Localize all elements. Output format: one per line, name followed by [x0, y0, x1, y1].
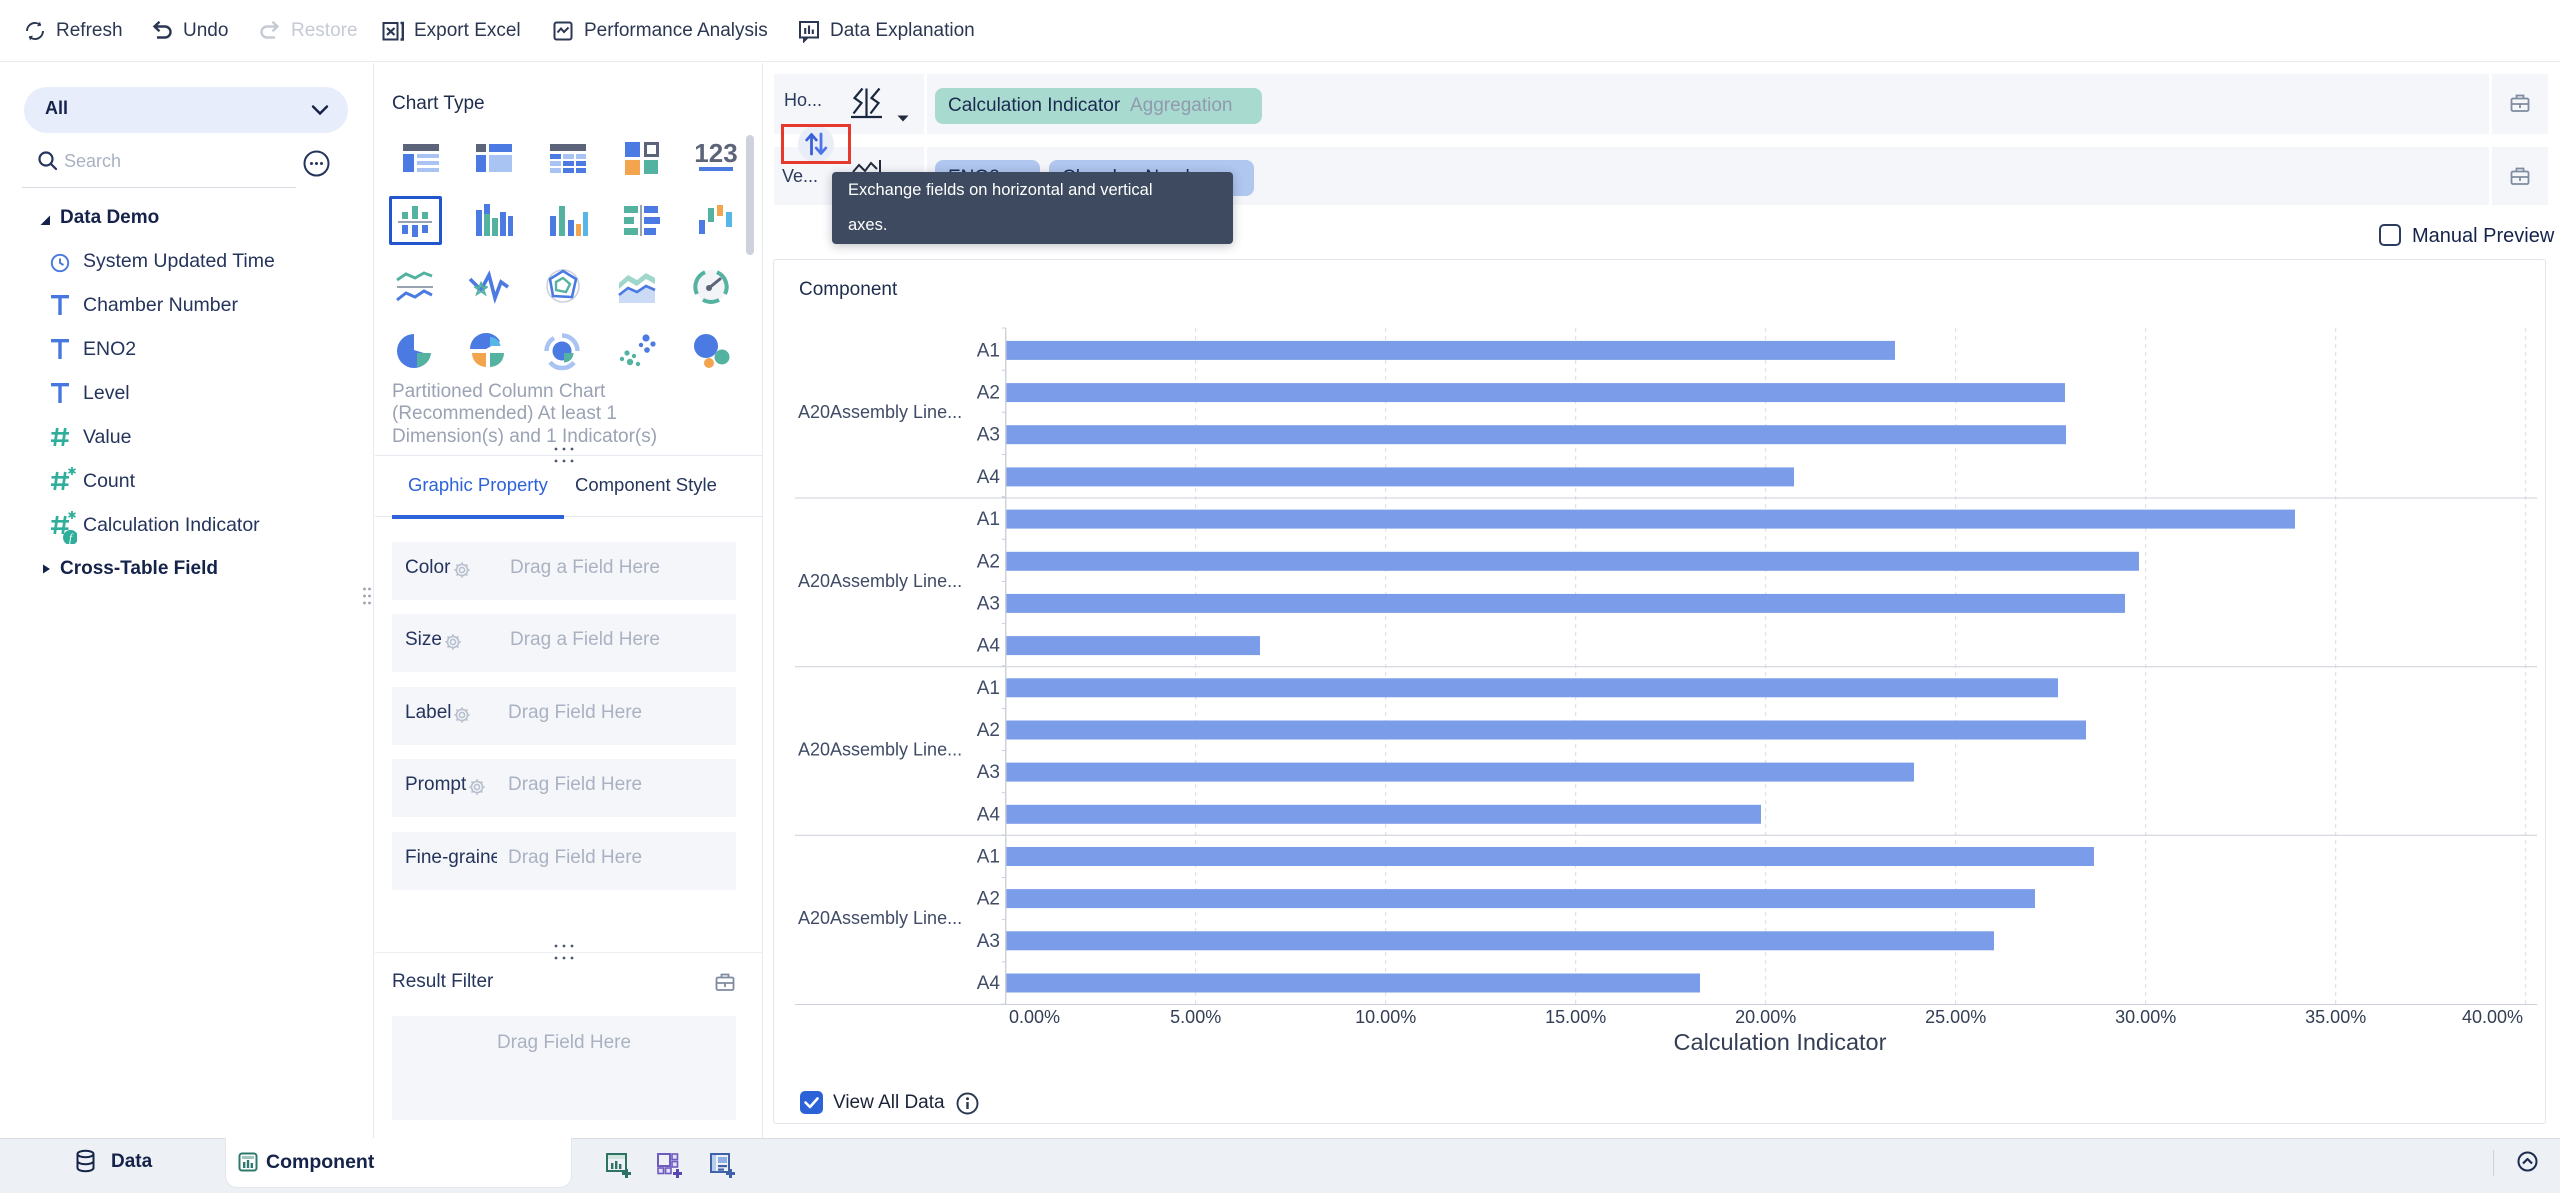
svg-text:15.00%: 15.00%	[1545, 1007, 1606, 1027]
svg-text:5.00%: 5.00%	[1170, 1007, 1221, 1027]
svg-text:25.00%: 25.00%	[1925, 1007, 1986, 1027]
svg-text:A3: A3	[977, 762, 1000, 783]
svg-text:A20Assembly Line...: A20Assembly Line...	[798, 908, 962, 928]
svg-text:20.00%: 20.00%	[1735, 1007, 1796, 1027]
svg-text:A1: A1	[977, 847, 1000, 868]
svg-text:A1: A1	[977, 340, 1000, 361]
svg-text:A20Assembly Line...: A20Assembly Line...	[798, 740, 962, 760]
svg-text:A2: A2	[977, 889, 1000, 910]
svg-text:A4: A4	[977, 973, 1001, 994]
svg-text:A1: A1	[977, 509, 1000, 530]
svg-text:A4: A4	[977, 804, 1001, 825]
svg-text:A2: A2	[977, 720, 1000, 741]
svg-text:123: 123	[694, 138, 737, 168]
svg-text:A2: A2	[977, 551, 1000, 572]
svg-text:A1: A1	[977, 678, 1000, 699]
svg-text:f: f	[69, 532, 74, 544]
svg-text:10.00%: 10.00%	[1355, 1007, 1416, 1027]
svg-text:Calculation Indicator: Calculation Indicator	[1674, 1029, 1887, 1055]
svg-text:40.00%: 40.00%	[2462, 1007, 2523, 1027]
svg-text:A20Assembly Line...: A20Assembly Line...	[798, 571, 962, 591]
svg-text:A3: A3	[977, 425, 1000, 446]
svg-text:30.00%: 30.00%	[2115, 1007, 2176, 1027]
svg-text:A2: A2	[977, 383, 1000, 404]
svg-text:A4: A4	[977, 636, 1001, 657]
svg-text:A20Assembly Line...: A20Assembly Line...	[798, 402, 962, 422]
svg-text:A4: A4	[977, 467, 1001, 488]
svg-text:A3: A3	[977, 931, 1000, 952]
svg-text:A3: A3	[977, 593, 1000, 614]
svg-text:0.00%: 0.00%	[1009, 1007, 1060, 1027]
svg-text:35.00%: 35.00%	[2305, 1007, 2366, 1027]
